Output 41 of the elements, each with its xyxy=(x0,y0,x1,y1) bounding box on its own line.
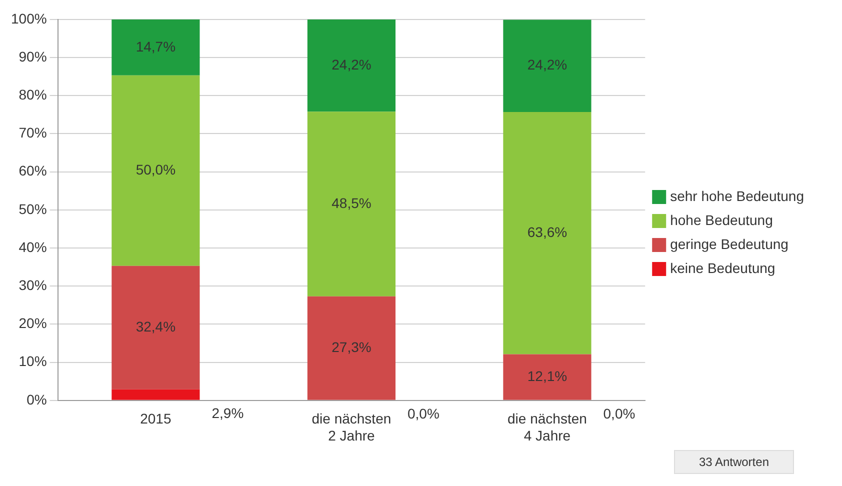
bar xyxy=(307,296,396,400)
data-label: 24,2% xyxy=(332,56,372,72)
data-label: 32,4% xyxy=(136,318,176,334)
y-tick-label: 40% xyxy=(18,238,47,255)
data-label: 0,0% xyxy=(408,405,440,422)
data-label: 14,7% xyxy=(136,38,176,54)
bar xyxy=(112,266,200,390)
y-tick-label: 70% xyxy=(18,124,47,141)
y-tick-label: 90% xyxy=(18,48,47,64)
data-label: 27,3% xyxy=(332,339,372,356)
y-tick-label: 10% xyxy=(18,353,47,370)
bar xyxy=(307,112,396,296)
legend-label: geringe Bedeutung xyxy=(670,236,788,252)
data-label: 12,1% xyxy=(527,368,568,384)
y-tick-label: 50% xyxy=(18,200,47,217)
bar xyxy=(307,19,396,112)
bar xyxy=(503,354,592,400)
legend-label: keine Bedeutung xyxy=(670,260,776,276)
text: 33 Antworten xyxy=(674,450,794,474)
legend-label: sehr hohe Bedeutung xyxy=(670,188,804,204)
data-label: 63,6% xyxy=(527,224,568,240)
bar xyxy=(503,112,592,354)
data-label: 24,2% xyxy=(527,56,568,73)
x-tick-label: 2015 xyxy=(140,410,172,427)
bar xyxy=(112,75,200,266)
data-label: 50,0% xyxy=(136,162,176,178)
y-tick-label: 60% xyxy=(18,162,47,179)
y-tick-label: 20% xyxy=(18,315,47,332)
y-tick-label: 0% xyxy=(26,391,47,408)
y-tick-label: 30% xyxy=(18,276,47,293)
data-label: 0,0% xyxy=(603,405,636,422)
legend-label: hohe Bedeutung xyxy=(670,212,773,228)
x-tick-label: die nächsten 2 Jahre xyxy=(312,410,392,444)
bar xyxy=(112,389,200,400)
data-label: 2,9% xyxy=(212,404,244,421)
data-label: 48,5% xyxy=(332,194,372,211)
bar xyxy=(503,20,592,112)
y-tick-label: 100% xyxy=(10,10,47,26)
bar xyxy=(112,19,200,76)
x-tick-label: die nächsten 4 Jahre xyxy=(508,410,587,444)
y-tick-label: 80% xyxy=(18,86,47,102)
